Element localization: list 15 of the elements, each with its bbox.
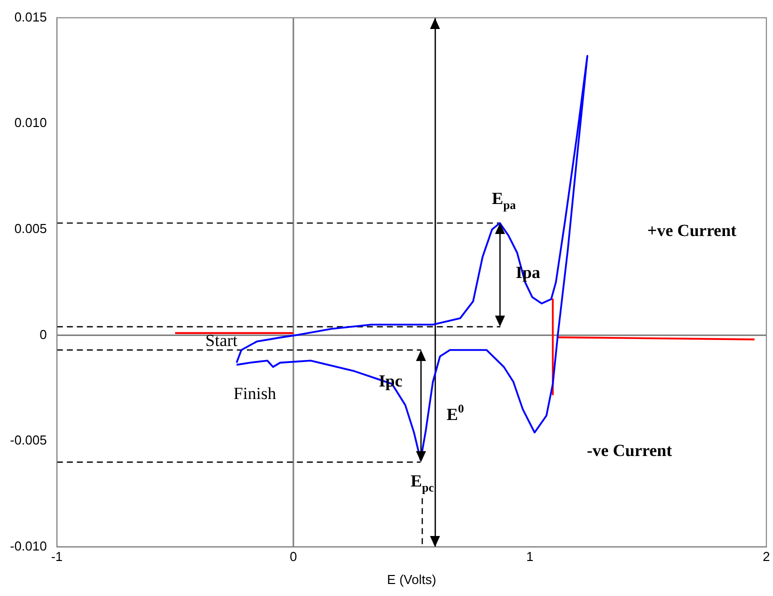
y-tick-label: 0 bbox=[40, 326, 47, 342]
y-tick-label: 0.015 bbox=[14, 9, 47, 24]
x-axis-title: E (Volts) bbox=[387, 572, 436, 587]
x-tick-label: 1 bbox=[526, 549, 534, 564]
y-tick-label: 0.010 bbox=[14, 115, 47, 130]
y-tick-label: 0.005 bbox=[14, 220, 47, 236]
y-tick-label: -0.010 bbox=[10, 538, 47, 554]
annotation: -ve Current bbox=[586, 440, 672, 460]
annotation: Start bbox=[205, 331, 238, 350]
y-tick-label: -0.005 bbox=[10, 432, 47, 448]
x-tick-label: -1 bbox=[51, 549, 63, 564]
annotation: Finish bbox=[234, 384, 277, 403]
x-tick-label: 2 bbox=[762, 549, 770, 564]
annotation: +ve Current bbox=[647, 220, 737, 240]
x-tick-label: 0 bbox=[290, 549, 297, 564]
